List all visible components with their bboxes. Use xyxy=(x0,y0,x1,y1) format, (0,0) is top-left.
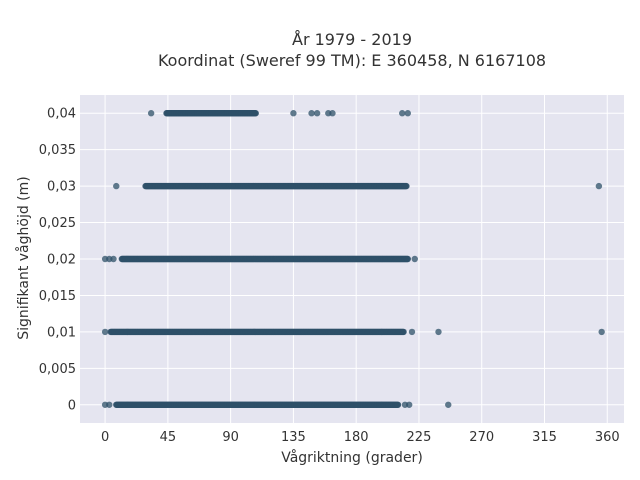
data-point xyxy=(435,328,442,336)
x-tick-label: 180 xyxy=(344,430,369,445)
data-point xyxy=(399,110,406,117)
y-tick-label: 0,02 xyxy=(47,253,76,268)
x-axis-label: Vågriktning (grader) xyxy=(281,449,423,466)
chart-title: År 1979 - 2019 xyxy=(292,30,412,49)
data-point xyxy=(113,182,120,190)
y-axis-ticks: 0 0,005 0,01 0,015 0,02 0,025 0,03 0,035 0,04 xyxy=(39,107,76,414)
x-tick-label: 360 xyxy=(595,430,620,445)
chart-subtitle: Koordinat (Sweref 99 TM): E 360458, N 61… xyxy=(158,51,546,70)
y-tick-label: 0,025 xyxy=(39,216,76,231)
data-point xyxy=(147,110,155,117)
x-tick-label: 45 xyxy=(160,430,177,445)
data-point xyxy=(445,401,452,408)
data-point xyxy=(411,255,418,263)
data-point xyxy=(101,328,109,336)
x-tick-label: 225 xyxy=(407,430,432,445)
y-tick-label: 0,04 xyxy=(47,107,76,122)
x-tick-label: 0 xyxy=(101,430,109,445)
data-point xyxy=(290,110,297,117)
y-tick-label: 0,015 xyxy=(39,289,76,304)
data-point xyxy=(110,255,117,263)
data-point xyxy=(404,255,411,263)
y-tick-label: 0,035 xyxy=(39,143,76,158)
x-tick-label: 90 xyxy=(222,430,239,445)
data-point xyxy=(598,328,605,336)
data-point xyxy=(400,328,407,336)
data-point xyxy=(403,182,410,190)
data-point xyxy=(308,110,315,117)
data-points xyxy=(101,110,605,408)
x-tick-label: 315 xyxy=(532,430,557,445)
x-tick-label: 135 xyxy=(281,430,306,445)
y-axis-label: Signifikant våghöjd (m) xyxy=(15,176,32,339)
data-point xyxy=(394,401,402,408)
data-point xyxy=(595,182,603,190)
data-point xyxy=(408,328,416,336)
data-point xyxy=(252,110,259,117)
x-tick-label: 270 xyxy=(469,430,494,445)
x-axis-ticks: 0 45 90 135 180 225 270 315 360 xyxy=(101,430,620,445)
y-tick-label: 0,01 xyxy=(47,325,76,340)
data-point xyxy=(106,401,113,408)
data-point xyxy=(313,110,321,117)
data-point xyxy=(405,401,413,408)
data-point xyxy=(329,110,336,117)
data-point xyxy=(404,110,411,117)
y-tick-label: 0,005 xyxy=(39,362,76,377)
y-tick-label: 0,03 xyxy=(47,180,76,195)
y-tick-label: 0 xyxy=(68,398,76,413)
